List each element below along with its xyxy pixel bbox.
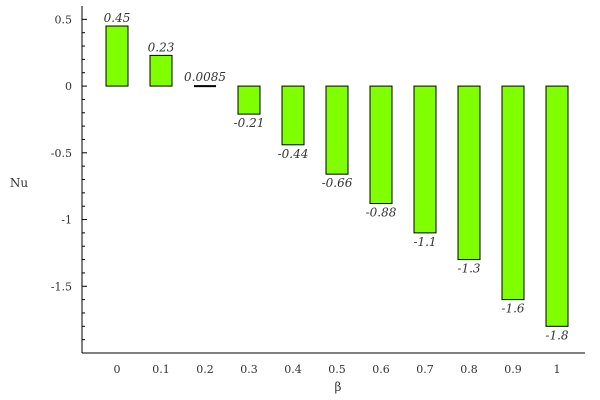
x-tick-label: 0.4 [284,363,302,376]
x-tick-label: 0.1 [152,363,170,376]
bar-value-label: -1.6 [501,302,525,316]
bar [325,85,349,175]
x-tick-label: 0.5 [328,363,346,376]
bar-value-label: -0.21 [234,116,265,130]
y-tick-label: -0.5 [51,147,72,160]
bar [369,85,393,205]
x-tick-label: 1 [554,363,561,376]
y-tick-label: 0 [65,80,72,93]
bar-value-label: -1.3 [457,262,481,276]
x-tick-label: 0.2 [196,363,214,376]
x-tick-label: 0.7 [416,363,434,376]
bar-value-label: 0.23 [148,40,175,54]
bar [105,25,129,87]
x-axis-title: β [335,380,342,394]
bar [457,85,481,261]
x-tick-label: 0 [114,363,121,376]
bar-value-label: 0.45 [104,11,131,25]
bar-value-label: -0.66 [322,176,353,190]
y-axis-title: Nu [10,176,29,190]
bar-series [105,25,569,327]
y-tick-label: -1 [61,214,72,227]
y-axis-ticks: 0.5 0 -0.5 -1 -1.5 [51,13,87,341]
x-tick-label: 0.8 [460,363,478,376]
bar [237,85,261,115]
bar-value-label: -0.88 [366,206,397,220]
bar-value-label: -1.1 [413,235,436,249]
bar [501,85,525,301]
bar-value-label: -1.8 [545,328,569,342]
bar-value-label: -0.44 [278,147,309,161]
x-tick-label: 0.9 [504,363,522,376]
x-tick-label: 0.3 [240,363,258,376]
bar [149,54,173,87]
y-tick-label: -1.5 [51,280,72,293]
bar-value-label: 0.0085 [184,70,226,84]
bar [545,85,569,327]
bar [413,85,437,234]
bar [281,85,305,146]
bar-value-labels: 0.45 0.23 0.0085 -0.21 -0.44 -0.66 -0.88 -1.1 -1… [104,11,569,342]
x-axis-ticks: 0 0.1 0.2 0.3 0.4 0.5 0.6 0.7 0.8 0.9 1 [114,363,561,376]
x-tick-label: 0.6 [372,363,390,376]
y-tick-label: 0.5 [55,13,73,26]
